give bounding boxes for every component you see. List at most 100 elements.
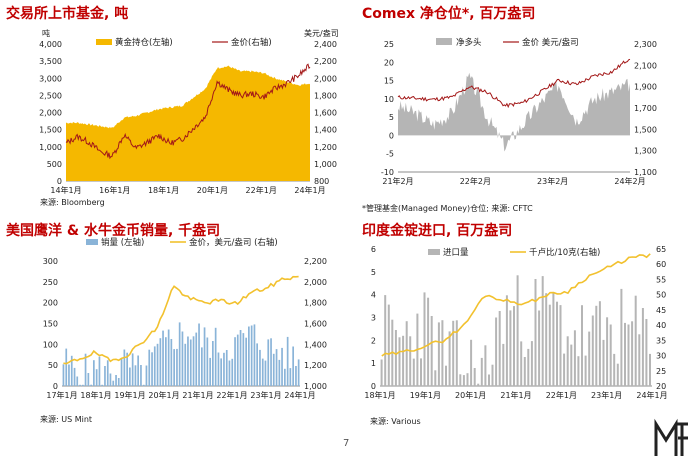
- net-long-area: [398, 72, 630, 152]
- import-volume-bar: [466, 373, 469, 386]
- coin-sales-bar: [272, 353, 275, 386]
- legend-sales: 销量 (左轴): [101, 237, 144, 248]
- p2-right-tick: 1,900: [634, 83, 657, 92]
- p4-left-tick: 2: [371, 336, 376, 345]
- p2-left-tick: -10: [381, 168, 394, 177]
- coin-sales-bar: [151, 352, 153, 386]
- coin-sales-bar: [84, 353, 87, 386]
- p3-left-tick: 300: [43, 257, 58, 266]
- p2-left-tick: 25: [384, 40, 394, 49]
- coin-sales-bar: [76, 376, 79, 386]
- coin-sales-bar: [134, 365, 137, 386]
- legend-swatch-netlong: [436, 38, 452, 45]
- panel2-title: Comex 净仓位*, 百万盎司: [362, 6, 536, 22]
- import-volume-bar: [634, 295, 637, 386]
- import-volume-bar: [598, 301, 601, 386]
- import-volume-bar: [559, 305, 562, 386]
- coin-sales-bar: [140, 365, 142, 386]
- coin-sales-bar: [95, 369, 98, 386]
- coin-sales-bar: [104, 366, 106, 386]
- p3-left-tick: 250: [43, 278, 58, 287]
- panel4-title: 印度金锭进口, 百万盎司: [362, 223, 513, 239]
- import-volume-bar: [527, 348, 530, 386]
- p1-right-tick: 2,200: [314, 57, 337, 66]
- p2-x-tick: 21年2月: [382, 176, 413, 186]
- import-volume-bar: [434, 370, 437, 386]
- p1-right-tick: 800: [314, 177, 329, 186]
- coin-sales-bar: [137, 355, 139, 386]
- import-volume-bar: [523, 357, 526, 386]
- p2-right-tick: 1,100: [634, 168, 657, 177]
- import-volume-bar: [591, 315, 594, 386]
- coin-sales-bar: [212, 341, 214, 386]
- import-volume-bar: [513, 306, 515, 386]
- panel1-source: 来源: Bloomberg: [40, 198, 105, 207]
- coin-sales-bar: [295, 366, 297, 386]
- legend-holdings: 黄金持仓(左轴): [115, 37, 173, 48]
- import-volume-bar: [445, 365, 447, 386]
- p4-x-tick: 23年1月: [591, 390, 622, 400]
- coin-sales-bar: [267, 339, 270, 386]
- import-volume-bar: [498, 311, 501, 386]
- coin-sales-bar: [192, 336, 195, 386]
- coin-sales-bar: [278, 359, 281, 386]
- import-volume-bar: [437, 322, 440, 386]
- legend-price: 金价 美元/盎司: [522, 37, 579, 48]
- import-volume-bar: [505, 295, 508, 386]
- p1-x-tick: 20年1月: [197, 185, 228, 195]
- p1-left-tick: 0: [57, 177, 62, 186]
- coin-sales-bar: [275, 349, 278, 386]
- p3-x-tick: 22年1月: [216, 390, 247, 400]
- p2-x-tick: 23年2月: [537, 176, 568, 186]
- coin-sales-bar: [145, 365, 148, 386]
- p2-left-tick: 15: [384, 77, 394, 86]
- p1-right-unit: 美元/盎司: [304, 28, 339, 38]
- brand-logo: [654, 418, 688, 456]
- coin-sales-bar: [112, 380, 115, 386]
- p1-left-tick: 1,500: [39, 126, 62, 135]
- p3-x-tick: 23年1月: [250, 390, 281, 400]
- import-volume-bar: [609, 324, 612, 386]
- coin-sales-bar: [289, 368, 292, 386]
- import-volume-bar: [455, 320, 458, 386]
- p1-x-tick: 14年1月: [50, 185, 81, 195]
- coin-sales-bar: [256, 343, 258, 386]
- import-volume-bar: [570, 344, 573, 386]
- p2-left-tick: -5: [386, 150, 394, 159]
- coin-sales-bar: [187, 336, 189, 386]
- coin-sales-bar: [87, 373, 90, 386]
- coin-sales-bar: [65, 348, 68, 386]
- p1-left-tick: 2,000: [39, 109, 62, 118]
- import-volume-bar: [613, 353, 616, 386]
- p1-right-tick: 1,800: [314, 91, 337, 100]
- p3-right-tick: 1,000: [304, 382, 327, 391]
- p3-right-tick: 1,600: [304, 320, 327, 329]
- p3-right-tick: 1,200: [304, 361, 327, 370]
- import-volume-bar: [581, 305, 583, 386]
- coin-sales-bar: [70, 355, 73, 386]
- p3-x-tick: 20年1月: [148, 390, 179, 400]
- coin-sales-bar: [68, 364, 70, 386]
- p4-left-tick: 0: [371, 382, 376, 391]
- coin-sales-bar: [284, 368, 286, 386]
- coin-sales-bar: [253, 324, 256, 386]
- import-volume-bar: [448, 331, 451, 386]
- p4-left-tick: 3: [371, 314, 376, 323]
- import-volume-bar: [516, 275, 519, 386]
- coin-sales-bar: [220, 358, 222, 386]
- coin-sales-bar: [184, 343, 187, 386]
- import-volume-bar: [412, 358, 415, 386]
- coin-sales-bar: [126, 352, 128, 386]
- p4-right-tick: 30: [656, 352, 666, 361]
- coin-sales-bar: [242, 333, 245, 386]
- coin-sales-bar: [178, 322, 181, 386]
- legend-swatch-imports: [428, 249, 440, 255]
- import-volume-bar: [491, 364, 494, 386]
- p3-x-tick: 24年1月: [284, 390, 315, 400]
- comex-net-position-chart: 25 20 15 10 5 0 -5 -10 2,300 2,100 1,900 1,700 1,500…: [381, 37, 657, 186]
- p1-right-tick: 2,400: [314, 40, 337, 49]
- p1-left-tick: 500: [47, 160, 62, 169]
- import-volume-bar: [534, 279, 537, 386]
- import-volume-bar: [502, 343, 505, 386]
- import-volume-bar: [602, 339, 605, 386]
